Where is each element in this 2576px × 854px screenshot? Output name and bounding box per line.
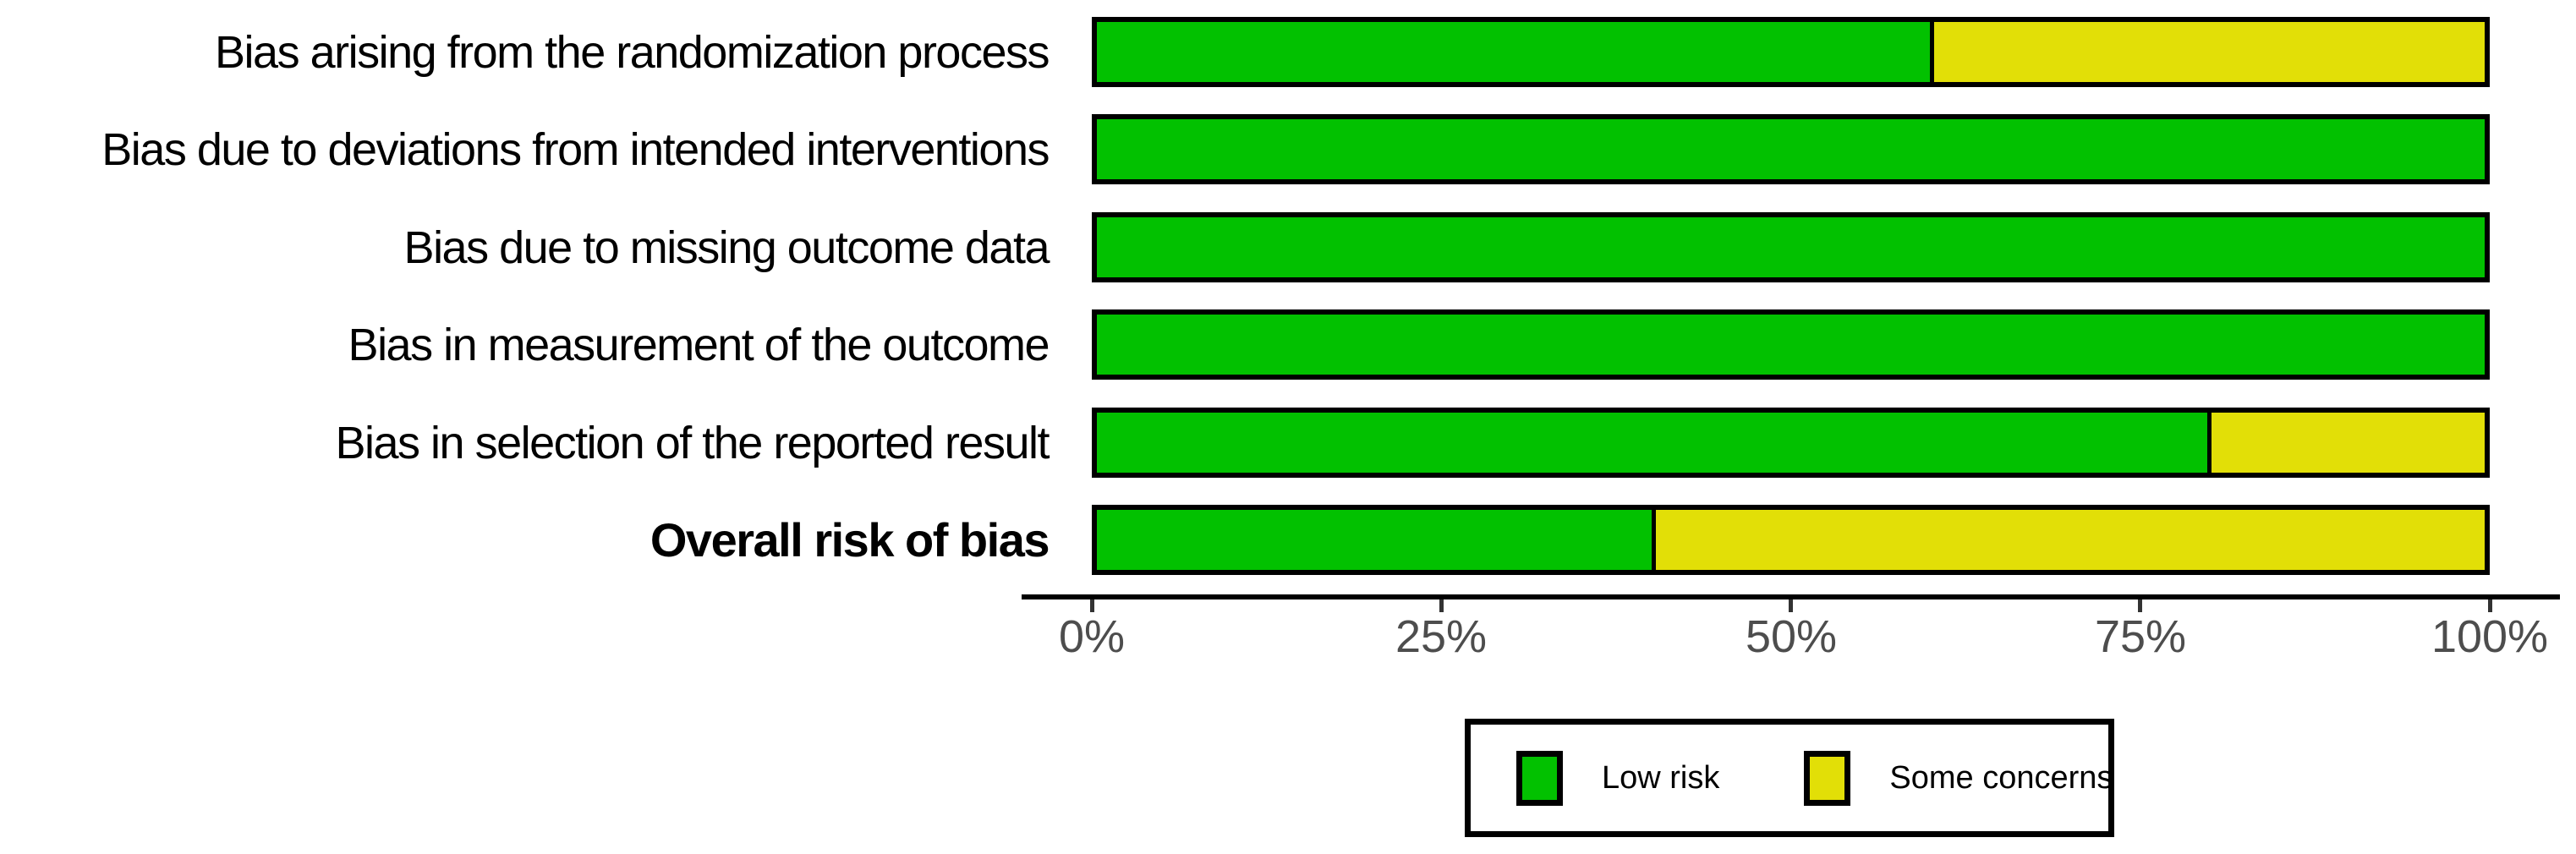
legend: Low risk Some concerns (1465, 719, 2114, 837)
stacked-bar (1092, 505, 2490, 575)
bar-segment-low-risk (1097, 510, 1652, 570)
bar-segment-low-risk (1097, 413, 2207, 473)
legend-entry: Some concerns (1804, 750, 2113, 806)
category-label: Overall risk of bias (649, 513, 1050, 567)
legend-entry: Low risk (1516, 750, 1720, 806)
axis-tick-label: 75% (2094, 611, 2187, 662)
axis-tick-label: 0% (1058, 611, 1126, 662)
category-label: Bias in measurement of the outcome (348, 319, 1050, 370)
axis-tick-mark (1439, 599, 1444, 612)
category-label: Bias arising from the randomization proc… (215, 26, 1050, 78)
bar-segment-low-risk (1097, 22, 1930, 82)
stacked-bar (1092, 408, 2490, 478)
category-label: Bias due to missing outcome data (403, 222, 1050, 273)
axis-tick-label: 50% (1745, 611, 1838, 662)
bar-segment-low-risk (1097, 315, 2485, 375)
axis-tick-mark (1789, 599, 1793, 612)
axis-tick-label: 25% (1395, 611, 1488, 662)
bar-segment-low-risk (1097, 119, 2485, 179)
legend-label: Some concerns (1889, 759, 2113, 796)
stacked-bar (1092, 309, 2490, 380)
legend-label: Low risk (1602, 759, 1720, 796)
x-axis-line (1022, 594, 2560, 599)
stacked-bar (1092, 17, 2490, 87)
bar-segment-some-concerns (1652, 510, 2485, 570)
bar-segment-some-concerns (2206, 413, 2485, 473)
stacked-bar (1092, 212, 2490, 282)
category-label: Bias in selection of the reported result (335, 417, 1050, 468)
axis-tick-mark (2488, 599, 2492, 612)
legend-key-swatch (1516, 750, 1563, 806)
bar-segment-some-concerns (1929, 22, 2485, 82)
axis-tick-label: 100% (2431, 611, 2549, 662)
axis-tick-mark (2138, 599, 2142, 612)
bar-segment-low-risk (1097, 217, 2485, 277)
category-label: Bias due to deviations from intended int… (101, 123, 1050, 175)
axis-tick-mark (1090, 599, 1094, 612)
legend-key-swatch (1804, 750, 1851, 806)
stacked-bar (1092, 114, 2490, 184)
